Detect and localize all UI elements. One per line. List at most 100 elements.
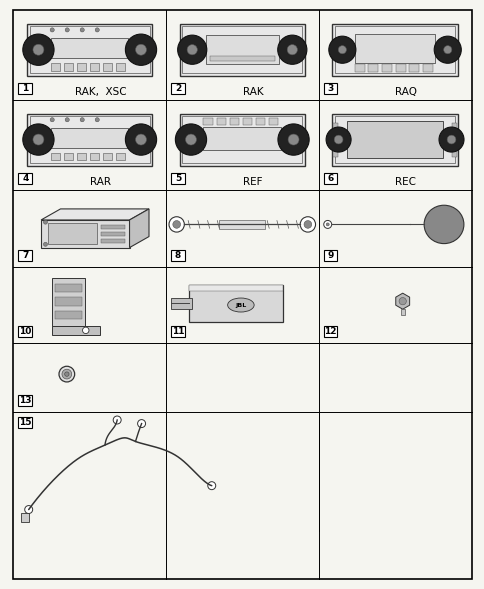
Bar [332, 24, 457, 76]
Bar [103, 153, 112, 160]
Bar [18, 326, 32, 337]
Circle shape [328, 36, 355, 63]
Circle shape [323, 220, 331, 229]
Bar [323, 173, 337, 184]
Bar [332, 114, 457, 166]
Bar [216, 118, 226, 125]
Bar [354, 64, 364, 72]
Bar [18, 395, 32, 406]
Circle shape [33, 134, 44, 145]
Bar [219, 220, 265, 229]
Ellipse shape [423, 205, 463, 244]
Text: 8: 8 [174, 251, 181, 260]
Bar [18, 250, 32, 261]
Bar [51, 153, 60, 160]
Bar [51, 326, 100, 335]
Circle shape [135, 134, 146, 145]
Bar [452, 151, 456, 157]
Bar [400, 309, 404, 315]
Bar [48, 223, 97, 244]
Text: 5: 5 [174, 174, 181, 183]
Circle shape [287, 45, 297, 55]
Text: REC: REC [394, 177, 415, 187]
Bar [203, 127, 280, 150]
Circle shape [277, 35, 306, 64]
Circle shape [65, 118, 69, 122]
Circle shape [433, 36, 460, 63]
Bar [30, 116, 150, 163]
Circle shape [33, 44, 44, 55]
Bar [203, 118, 212, 125]
Circle shape [438, 127, 463, 152]
Bar [171, 173, 184, 184]
Bar [77, 63, 86, 71]
Bar [354, 34, 434, 63]
Circle shape [207, 482, 215, 489]
Circle shape [177, 35, 206, 64]
Bar [180, 24, 304, 76]
Circle shape [50, 118, 54, 122]
Circle shape [44, 220, 47, 224]
Bar [90, 153, 99, 160]
Bar [334, 116, 454, 163]
Polygon shape [129, 209, 149, 247]
Ellipse shape [227, 298, 254, 312]
Circle shape [300, 217, 315, 232]
Circle shape [59, 366, 75, 382]
Circle shape [443, 46, 451, 54]
Text: 3: 3 [327, 84, 333, 93]
Bar [64, 63, 73, 71]
Bar [41, 220, 129, 247]
Text: 2: 2 [174, 84, 181, 93]
Circle shape [62, 369, 72, 379]
Circle shape [82, 327, 89, 333]
Bar [18, 416, 32, 428]
Bar [209, 55, 274, 61]
Circle shape [80, 28, 84, 32]
Text: 9: 9 [327, 251, 333, 260]
Polygon shape [41, 209, 149, 220]
Text: JBL: JBL [235, 303, 246, 307]
Circle shape [303, 220, 311, 229]
Bar [55, 284, 82, 292]
Bar [170, 298, 192, 309]
Circle shape [172, 220, 180, 229]
Bar [368, 64, 378, 72]
Circle shape [137, 419, 145, 428]
Text: 11: 11 [171, 327, 184, 336]
Circle shape [277, 124, 308, 155]
Bar [255, 118, 264, 125]
Bar [323, 83, 337, 94]
Bar [408, 64, 418, 72]
Circle shape [95, 28, 99, 32]
Bar [332, 133, 337, 138]
Circle shape [95, 118, 99, 122]
Text: 12: 12 [324, 327, 336, 336]
Circle shape [325, 127, 350, 152]
Bar [51, 63, 60, 71]
Circle shape [446, 135, 455, 144]
Bar [51, 278, 85, 326]
Bar [347, 121, 442, 158]
Bar [21, 512, 29, 522]
Text: 7: 7 [22, 251, 29, 260]
Bar [64, 153, 73, 160]
Text: RAK,  XSC: RAK, XSC [75, 87, 126, 97]
Circle shape [23, 124, 54, 155]
Circle shape [338, 46, 346, 54]
Circle shape [175, 124, 206, 155]
Bar [27, 24, 152, 76]
Bar [395, 64, 405, 72]
Circle shape [113, 416, 121, 424]
Text: 13: 13 [19, 396, 31, 405]
Bar [323, 326, 337, 337]
Bar [323, 250, 337, 261]
Bar [422, 64, 432, 72]
Bar [332, 151, 337, 157]
Bar [116, 63, 125, 71]
Text: 6: 6 [327, 174, 333, 183]
Bar [381, 64, 391, 72]
Bar [188, 284, 283, 292]
Bar [332, 141, 337, 148]
Text: 1: 1 [22, 84, 29, 93]
